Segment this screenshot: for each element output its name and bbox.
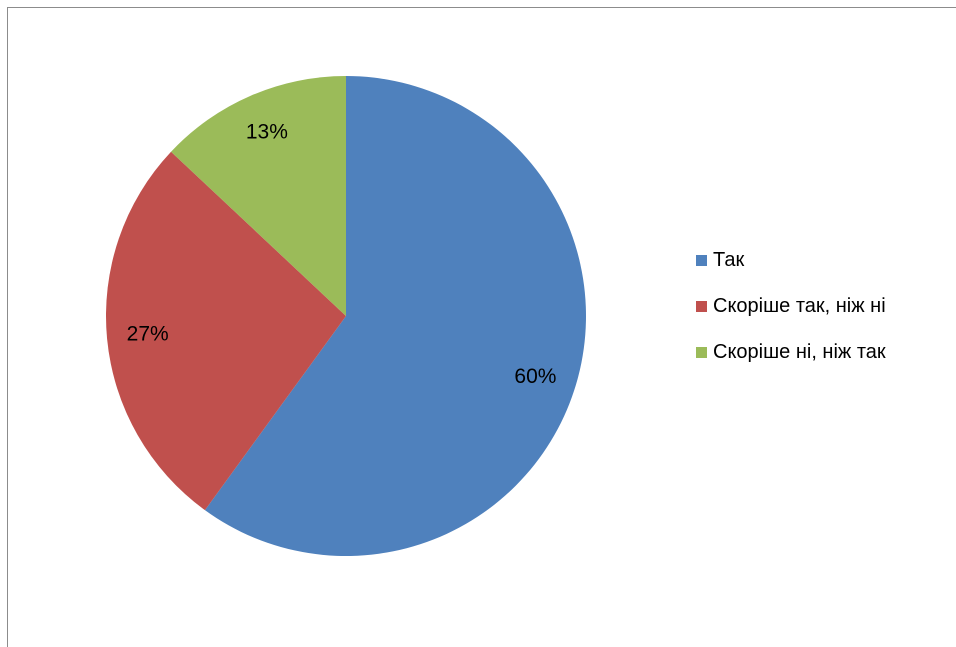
legend-swatch-skorishe-ni [696, 346, 707, 358]
legend-swatch-tak [696, 254, 707, 266]
pie-chart: 60% 27% 13% [105, 76, 587, 556]
data-label-skorishe-tak: 27% [127, 322, 169, 345]
pie-slice-tak [204, 76, 587, 556]
pie-slice-skorishe-tak [105, 151, 346, 511]
legend-swatch-skorishe-tak [696, 300, 707, 312]
legend-item-skorishe-tak: Скоріше так, ніж ні [696, 294, 886, 317]
legend-label-tak: Так [713, 248, 745, 271]
chart-legend: Так Скоріше так, ніж ні Скоріше ні, ніж … [696, 248, 886, 388]
legend-label-skorishe-ni: Скоріше ні, ніж так [713, 340, 886, 363]
legend-item-tak: Так [696, 248, 886, 271]
pie-slice-skorishe-ni [171, 76, 346, 316]
data-label-tak: 60% [514, 365, 556, 388]
legend-label-skorishe-tak: Скоріше так, ніж ні [713, 294, 886, 317]
chart-area [7, 7, 956, 647]
data-label-skorishe-ni: 13% [246, 121, 288, 144]
legend-item-skorishe-ni: Скоріше ні, ніж так [696, 340, 886, 363]
